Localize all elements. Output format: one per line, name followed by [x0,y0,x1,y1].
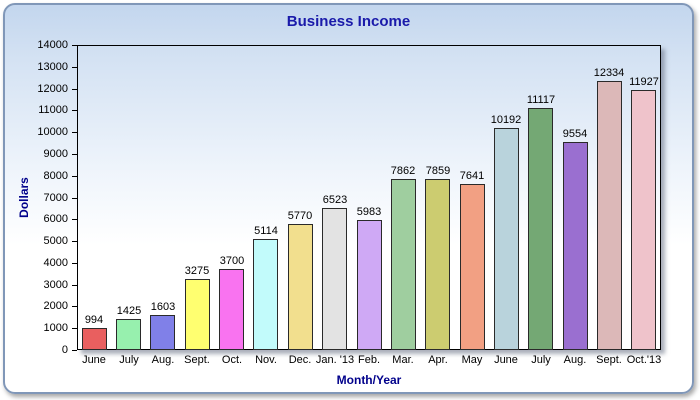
y-tick-label: 13000 [37,60,68,73]
y-tick-label: 4000 [43,256,68,269]
bar-sept [185,279,210,350]
y-tick-label: 5000 [43,235,68,248]
y-tick-mark [72,175,77,177]
bar-value-label: 12334 [593,67,625,79]
bar-july [528,108,553,350]
y-tick-label: 7000 [43,191,68,204]
y-tick-mark [72,197,77,199]
x-tick-label: June [494,354,518,366]
bar-feb [357,220,382,350]
y-tick-mark [72,66,77,68]
bar-jan13 [322,208,347,350]
y-tick-label: 3000 [43,278,68,291]
bar-nov [253,239,278,350]
bar-sept [597,81,622,350]
bar-value-label: 994 [84,314,104,326]
x-tick-label: Oct. [221,354,243,366]
y-tick-label: 9000 [43,147,68,160]
x-tick-label: Jan. '13 [315,354,355,366]
x-tick-label: Apr. [428,354,448,366]
x-tick-label: Aug. [563,354,587,366]
y-tick-mark [72,241,77,243]
y-tick-mark [72,45,77,46]
bar-value-label: 9554 [562,128,588,140]
bar-value-label: 11927 [629,76,659,88]
y-tick-label: 6000 [43,213,68,226]
bar-july [116,319,141,350]
y-tick-mark [72,328,77,330]
y-tick-mark [72,219,77,221]
y-tick-label: 12000 [37,82,68,95]
x-tick-label: Feb. [357,354,380,366]
bar-value-label: 7859 [425,165,451,177]
bar-oct [219,269,244,350]
bar-dec [288,224,313,350]
y-tick-label: 11000 [38,104,68,117]
x-tick-label: Dec. [288,354,312,366]
bar-value-label: 5983 [356,206,382,218]
bar-value-label: 7641 [459,170,485,182]
x-tick-label: Sept. [596,354,622,366]
y-tick-label: 1000 [43,322,68,335]
bar-june [494,128,519,350]
y-tick-mark [72,350,77,351]
bar-aug [150,315,175,350]
x-tick-label: Nov. [255,354,277,366]
bar-value-label: 5770 [287,210,313,222]
bar-value-label: 11117 [526,94,556,106]
bar-value-label: 3275 [184,265,210,277]
x-tick-label: Mar. [392,354,414,366]
x-tick-label: Sept. [184,354,210,366]
bar-value-label: 10192 [490,114,522,126]
x-tick-label: July [531,354,551,366]
y-tick-mark [72,262,77,264]
y-tick-label: 2000 [43,300,68,313]
y-tick-mark [72,132,77,134]
x-tick-label: July [119,354,139,366]
bar-mar [391,179,416,350]
y-tick-label: 10000 [37,126,68,139]
y-tick-label: 0 [61,344,68,356]
bar-apr [425,179,450,350]
x-axis-title: Month/Year [336,373,402,387]
y-tick-mark [72,284,77,286]
bar-value-label: 5114 [254,225,278,237]
x-tick-label: May [461,354,483,366]
bar-value-label: 1603 [150,301,176,313]
x-tick-label: June [82,354,106,366]
chart-panel: Business Income Dollars 0 1000 2000 3000 400… [3,3,694,394]
bar-june [82,328,107,350]
bar-value-label: 7862 [390,165,416,177]
bar-value-label: 3700 [219,255,245,267]
y-tick-mark [72,110,77,112]
chart-title: Business Income [286,13,411,30]
bar-aug [563,142,588,350]
x-tick-label: Aug. [151,354,175,366]
y-tick-mark [72,306,77,308]
bar-may [460,184,485,350]
y-tick-label: 8000 [43,169,68,182]
y-tick-mark [72,88,77,90]
y-tick-mark [72,153,77,155]
bar-oct13 [631,90,656,350]
bar-value-label: 6523 [322,194,348,206]
x-tick-label: Oct.'13 [626,354,662,366]
y-tick-label: 14000 [37,39,68,51]
bar-value-label: 1425 [116,305,142,317]
